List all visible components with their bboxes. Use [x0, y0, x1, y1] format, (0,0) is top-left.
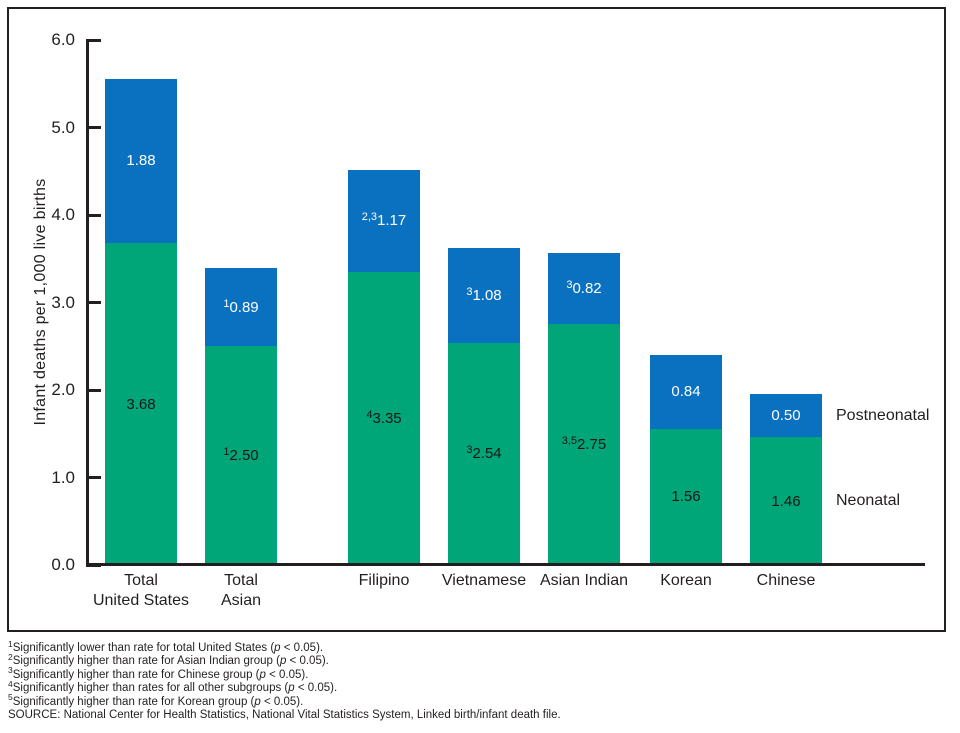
bar-korean: 0.84 1.56	[650, 355, 722, 565]
bar-value-postneonatal: 30.82	[566, 279, 602, 298]
bar-segment-postneonatal: 30.82	[548, 252, 620, 325]
bar-category-label-total-united-states: Total United States	[92, 572, 190, 609]
bar-value-postneonatal: 2,31.17	[361, 211, 407, 230]
y-tick-label: 0.0	[51, 555, 75, 574]
bar-value-postneonatal: 0.50	[771, 406, 801, 424]
bar-value-neonatal: 1.46	[771, 492, 801, 510]
bar-asian-indian: 30.82 3,52.75	[548, 252, 620, 565]
bar-category-label-chinese: Chinese	[756, 572, 816, 589]
legend-label-postneonatal: Postneonatal	[836, 407, 930, 424]
y-axis-line	[86, 39, 89, 567]
bar-segment-postneonatal: 10.89	[205, 268, 277, 347]
bar-value-neonatal: 12.50	[223, 446, 259, 465]
bar-segment-neonatal: 3.68	[105, 243, 177, 565]
bar-category-label-vietnamese: Vietnamese	[441, 572, 527, 589]
bar-value-postneonatal: 1.88	[126, 152, 156, 170]
bar-value-postneonatal: 10.89	[223, 297, 259, 316]
bar-segment-neonatal: 3,52.75	[548, 324, 620, 565]
source-note: SOURCE: National Center for Health Stati…	[8, 709, 561, 722]
bar-segment-postneonatal: 1.88	[105, 78, 177, 243]
bar-value-neonatal: 3,52.75	[561, 435, 607, 454]
footnote: 4Significantly higher than rates for all…	[8, 678, 338, 695]
bar-total-united-states: 1.88 3.68	[105, 78, 177, 565]
legend-label-neonatal: Neonatal	[836, 492, 901, 509]
y-tick-label: 2.0	[51, 380, 75, 399]
bar-category-label-asian-indian: Asian Indian	[539, 572, 629, 589]
y-tick	[86, 126, 101, 129]
bar-total-asian: 10.89 12.50	[205, 268, 277, 565]
bar-chinese: 0.50 1.46	[750, 393, 822, 565]
bar-segment-postneonatal: 31.08	[448, 248, 520, 343]
bar-segment-neonatal: 1.46	[750, 437, 822, 565]
x-axis-line	[86, 563, 925, 566]
bar-category-label-korean: Korean	[660, 572, 712, 589]
bar-vietnamese: 31.08 32.54	[448, 248, 520, 565]
bar-category-label-filipino: Filipino	[358, 572, 410, 589]
bar-segment-postneonatal: 0.50	[750, 393, 822, 438]
bar-segment-postneonatal: 0.84	[650, 355, 722, 429]
y-tick	[86, 388, 101, 392]
y-tick-label: 5.0	[51, 117, 75, 137]
y-tick	[86, 38, 101, 42]
bar-value-postneonatal: 0.84	[671, 383, 701, 401]
bar-segment-neonatal: 1.56	[650, 428, 722, 565]
y-tick-label: 4.0	[51, 205, 75, 224]
y-tick	[86, 213, 101, 217]
bar-segment-neonatal: 32.54	[448, 342, 520, 565]
footnotes: 1Significantly lower than rate for total…	[8, 638, 952, 709]
bar-value-neonatal: 32.54	[466, 444, 502, 463]
y-tick-label: 3.0	[51, 292, 75, 312]
footnote: 1Significantly lower than rate for total…	[8, 638, 324, 654]
bar-segment-neonatal: 43.35	[348, 271, 420, 565]
y-tick	[86, 476, 101, 479]
bar-value-postneonatal: 31.08	[466, 286, 502, 305]
bar-filipino: 2,31.17 43.35	[348, 169, 420, 565]
footnote: 5Significantly higher than rate for Kore…	[8, 692, 304, 708]
bar-value-neonatal: 3.68	[126, 395, 156, 413]
y-tick-label: 1.0	[51, 467, 75, 487]
y-tick-label: 6.0	[51, 30, 75, 49]
bar-segment-neonatal: 12.50	[205, 346, 277, 565]
footnote: 3Significantly higher than rate for Chin…	[8, 665, 309, 681]
notes-block: 1Significantly lower than rate for total…	[8, 638, 952, 722]
y-tick	[86, 301, 101, 304]
bar-segment-postneonatal: 2,31.17	[348, 169, 420, 272]
footnote: 2Significantly higher than rate for Asia…	[8, 652, 329, 668]
bar-value-neonatal: 43.35	[366, 408, 402, 427]
bar-category-label-total-asian: Total Asian	[220, 572, 262, 609]
bar-value-neonatal: 1.56	[671, 488, 701, 506]
